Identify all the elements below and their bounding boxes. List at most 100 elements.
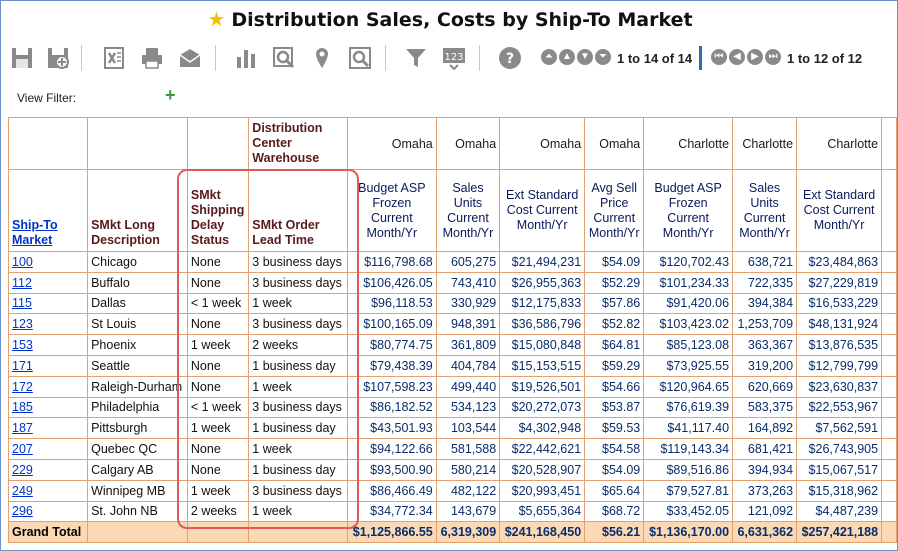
value-cell: 620,669 (732, 375, 798, 398)
value-cell: $20,272,073 (499, 396, 586, 419)
description-cell: St Louis (87, 313, 188, 336)
value-cell: $52.82 (584, 313, 645, 336)
table-row: 171 Seattle None 1 business day $79,438.39 40… (7, 354, 897, 377)
lead-time-cell: 1 business day (248, 354, 348, 377)
header-location: Charlotte (732, 117, 798, 170)
save-as-icon[interactable] (45, 45, 71, 71)
description-cell: Quebec QC (87, 438, 188, 460)
overflow-cell (881, 292, 897, 315)
value-cell: $91,420.06 (643, 292, 734, 315)
toolbar-separator (215, 45, 216, 71)
overflow-cell (881, 438, 897, 460)
value-cell: $20,993,451 (499, 479, 586, 502)
delay-status-cell: < 1 week (186, 292, 250, 315)
delay-status-cell: 1 week (186, 479, 250, 502)
value-cell: 534,123 (435, 396, 501, 419)
value-cell: 394,384 (732, 292, 798, 315)
header-overflow (881, 169, 897, 252)
toolbar-separator (385, 45, 386, 71)
last-row-page-icon[interactable]: ⏷ (595, 49, 611, 65)
first-col-page-icon[interactable]: ⏮ (711, 49, 727, 65)
value-cell: $23,630,837 (796, 375, 883, 398)
lead-time-cell: 3 business days (248, 251, 348, 273)
value-cell: $64.81 (584, 334, 645, 356)
header-smkt-delay-status: SMkt Shipping Delay Status (186, 169, 250, 252)
grand-total-row: Grand Total $1,125,866.55 6,319,309 $241,16… (7, 521, 897, 544)
search-icon[interactable] (347, 45, 373, 71)
table-row: 249 Winnipeg MB 1 week 3 business days $86,4… (7, 479, 897, 502)
delay-status-cell: 1 week (186, 417, 250, 440)
market-link[interactable]: 249 (12, 483, 33, 498)
market-link[interactable]: 100 (12, 254, 33, 269)
prev-row-page-icon[interactable]: ▲ (559, 49, 575, 65)
grand-total-value: $241,168,450 (499, 521, 586, 544)
market-link[interactable]: 112 (12, 275, 32, 290)
value-cell: $23,484,863 (796, 251, 883, 273)
overflow-cell (881, 271, 897, 294)
value-cell: $5,655,364 (499, 500, 586, 523)
next-row-page-icon[interactable]: ▼ (577, 49, 593, 65)
delay-status-cell: None (186, 438, 250, 460)
market-link[interactable]: 207 (12, 442, 33, 457)
market-link[interactable]: 153 (12, 338, 33, 353)
favorite-star-icon[interactable]: ★ (207, 7, 226, 31)
bar-chart-icon[interactable] (233, 45, 259, 71)
market-cell: 229 (7, 458, 89, 481)
lead-time-cell: 3 business days (248, 479, 348, 502)
grand-total-label: Grand Total (7, 521, 89, 544)
add-filter-icon[interactable]: + (165, 85, 176, 105)
market-link[interactable]: 115 (12, 296, 32, 311)
overflow-cell (881, 396, 897, 419)
grand-total-blank (186, 521, 250, 544)
market-link[interactable]: 172 (12, 379, 33, 394)
market-link[interactable]: 185 (12, 400, 33, 415)
header-measure: Ext Standard Cost Current Month/Yr (499, 169, 586, 252)
value-cell: $65.64 (584, 479, 645, 502)
market-link[interactable]: 296 (12, 504, 33, 519)
value-cell: $22,553,967 (796, 396, 883, 419)
header-measure: Budget ASP Frozen Current Month/Yr (346, 169, 437, 252)
header-dc-warehouse: Distribution Center Warehouse (248, 117, 348, 170)
delay-status-cell: 1 week (186, 334, 250, 356)
zoom-icon[interactable] (271, 45, 297, 71)
market-link[interactable]: 171 (12, 358, 33, 373)
table-row: 229 Calgary AB None 1 business day $93,500.9… (7, 458, 897, 481)
value-cell: $53.87 (584, 396, 645, 419)
last-col-page-icon[interactable]: ⏭ (765, 49, 781, 65)
prev-col-page-icon[interactable]: ◀ (729, 49, 745, 65)
lead-time-cell: 1 week (248, 375, 348, 398)
header-ship-to-market[interactable]: Ship-To Market (7, 169, 89, 252)
value-cell: 722,335 (732, 271, 798, 294)
header-location: Omaha (584, 117, 645, 170)
value-cell: 103,544 (435, 417, 501, 440)
table-row: 185 Philadelphia < 1 week 3 business days $8… (7, 396, 897, 419)
print-icon[interactable] (139, 45, 165, 71)
delay-status-cell: None (186, 251, 250, 273)
data-grid: Distribution Center Warehouse Omaha Omah… (7, 117, 897, 544)
filter-icon[interactable] (403, 45, 429, 71)
market-link[interactable]: 229 (12, 462, 33, 477)
ship-to-market-sort-link[interactable]: Ship-To Market (12, 218, 58, 247)
save-icon[interactable] (9, 45, 35, 71)
help-icon[interactable]: ? (497, 45, 523, 71)
first-row-page-icon[interactable]: ⏶ (541, 49, 557, 65)
value-cell: 373,263 (732, 479, 798, 502)
header-location: Charlotte (796, 117, 883, 170)
market-link[interactable]: 187 (12, 421, 33, 436)
header-smkt-long-description: SMkt Long Description (87, 169, 188, 252)
next-col-page-icon[interactable]: ▶ (747, 49, 763, 65)
market-cell: 296 (7, 500, 89, 523)
market-link[interactable]: 123 (12, 317, 33, 332)
excel-icon[interactable] (101, 45, 127, 71)
market-cell: 171 (7, 354, 89, 377)
value-cell: $43,501.93 (346, 417, 437, 440)
value-cell: $52.29 (584, 271, 645, 294)
number-format-icon[interactable]: 123 (441, 45, 467, 71)
svg-text:?: ? (506, 51, 514, 67)
map-pin-icon[interactable] (309, 45, 335, 71)
value-cell: 361,809 (435, 334, 501, 356)
email-icon[interactable] (177, 45, 203, 71)
value-cell: $93,500.90 (346, 458, 437, 481)
lead-time-cell: 1 week (248, 500, 348, 523)
